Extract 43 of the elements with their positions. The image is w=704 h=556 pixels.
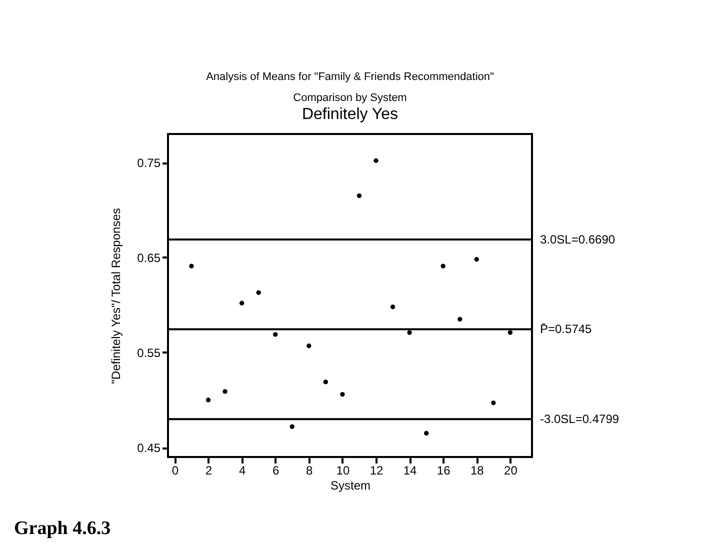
y-tick-label: 0.75: [137, 156, 161, 170]
point: [390, 304, 396, 310]
x-axis-title: System: [330, 478, 371, 492]
point: [340, 392, 345, 397]
x-tick-label: 18: [470, 464, 484, 478]
y-tick-label: 0.55: [137, 346, 161, 360]
point: [206, 398, 211, 402]
x-tick-label: 0: [172, 464, 179, 478]
point: [273, 332, 278, 337]
x-tick-label: 20: [504, 464, 518, 478]
point: [189, 264, 194, 268]
ref-line-label: -3.0SL=0.4799: [540, 412, 620, 426]
point: [424, 430, 429, 436]
x-tick-label: 4: [238, 464, 246, 478]
x-tick-label: 12: [370, 464, 384, 478]
point: [323, 380, 328, 384]
point: [239, 300, 244, 306]
point: [440, 264, 446, 268]
point: [290, 424, 294, 429]
x-tick-label: 14: [403, 464, 418, 478]
y-axis-title: "Definitely Yes"/ Total Responses: [109, 208, 124, 384]
chart-title: Analysis of Means for "Family & Friends Recommendation" Comparison by System: [206, 71, 494, 104]
x-tick-label: 10: [336, 464, 350, 478]
caption: Graph 4.6.3: [14, 518, 111, 540]
y-tick-label: 0.65: [137, 251, 161, 265]
point: [356, 193, 362, 198]
point: [256, 290, 261, 295]
x-tick-label: 6: [272, 464, 280, 478]
point: [374, 158, 378, 163]
x-tick-label: 8: [306, 464, 314, 478]
x-tick-label: 2: [205, 464, 212, 478]
y-tick-label: 0.45: [137, 441, 161, 455]
point: [222, 389, 228, 394]
ref-line-label: P̄=0.5745: [540, 322, 592, 336]
chart-subtitle: Definitely Yes: [302, 106, 398, 123]
point: [458, 316, 462, 322]
point: [407, 330, 412, 335]
ref-line-label: 3.0SL=0.6690: [540, 232, 616, 246]
point: [508, 330, 513, 335]
point: [306, 344, 312, 348]
point: [474, 257, 479, 262]
x-tick-label: 16: [436, 464, 451, 478]
point: [491, 400, 496, 406]
